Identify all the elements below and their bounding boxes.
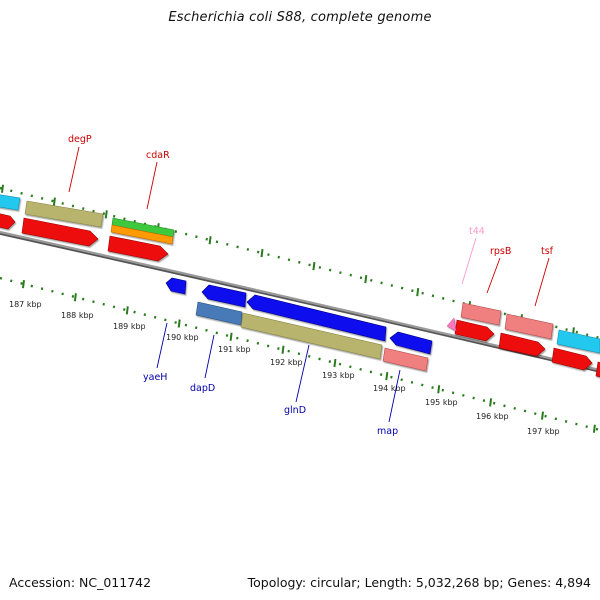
gene-label-map[interactable]: map bbox=[377, 426, 398, 437]
gene-label-yaeh[interactable]: yaeH bbox=[143, 372, 167, 383]
forward-gene-labels: degP cdaR t44 rpsB tsf bbox=[68, 134, 554, 307]
gene-label-dapd[interactable]: dapD bbox=[190, 383, 215, 394]
gene-feature[interactable] bbox=[24, 200, 104, 228]
label-leader-line bbox=[146, 161, 158, 210]
gene-feature[interactable] bbox=[195, 301, 243, 326]
label-leader-line bbox=[156, 322, 168, 369]
gene-feature[interactable] bbox=[0, 194, 21, 211]
major-tick bbox=[177, 319, 181, 328]
inner-major-ticks bbox=[22, 279, 596, 433]
gene-feature[interactable] bbox=[389, 331, 433, 355]
gene-feature[interactable] bbox=[595, 361, 600, 378]
forward-strand-features bbox=[0, 194, 600, 378]
label-leader-line bbox=[68, 146, 80, 193]
trna-feature[interactable] bbox=[446, 317, 457, 332]
gene-feature[interactable] bbox=[107, 235, 169, 262]
tick-label: 194 kbp bbox=[373, 384, 406, 393]
tick-label: 191 kbp bbox=[218, 345, 251, 354]
tick-label: 197 kbp bbox=[527, 427, 560, 436]
label-leader-line bbox=[486, 257, 501, 294]
label-leader-line bbox=[534, 257, 550, 307]
gene-label-t44[interactable]: t44 bbox=[469, 226, 485, 237]
gene-feature[interactable] bbox=[201, 284, 247, 308]
gene-feature[interactable] bbox=[240, 312, 383, 360]
major-tick bbox=[592, 424, 596, 433]
tick-label: 193 kbp bbox=[322, 371, 355, 380]
major-tick bbox=[541, 411, 544, 420]
tick-label: 188 kbp bbox=[61, 311, 94, 320]
major-tick bbox=[104, 210, 108, 219]
major-tick bbox=[229, 332, 233, 341]
major-tick bbox=[385, 371, 389, 381]
major-tick bbox=[437, 385, 441, 394]
gene-feature[interactable] bbox=[454, 319, 495, 342]
label-leader-line bbox=[388, 369, 401, 423]
gene-feature[interactable] bbox=[0, 212, 16, 230]
gene-feature[interactable] bbox=[504, 313, 554, 340]
tick-label: 189 kbp bbox=[113, 322, 146, 331]
label-leader-line bbox=[461, 237, 477, 285]
gene-label-glnd[interactable]: glnD bbox=[284, 405, 306, 416]
gene-feature[interactable] bbox=[551, 347, 593, 371]
gene-feature[interactable] bbox=[498, 332, 546, 357]
major-tick bbox=[73, 293, 77, 302]
tick-label: 190 kbp bbox=[166, 333, 199, 342]
accession-text: Accession: NC_011742 bbox=[9, 575, 152, 590]
tick-label: 192 kbp bbox=[270, 358, 303, 367]
kbp-tick-labels: 187 kbp 188 kbp 189 kbp 190 kbp 191 kbp … bbox=[9, 300, 560, 436]
tick-label: 196 kbp bbox=[476, 412, 509, 421]
major-tick bbox=[364, 274, 368, 284]
gene-label-tsf[interactable]: tsf bbox=[541, 246, 554, 257]
major-tick bbox=[489, 398, 493, 407]
major-tick bbox=[281, 345, 285, 354]
genome-summary-text: Topology: circular; Length: 5,032,268 bp… bbox=[247, 575, 591, 590]
major-tick bbox=[416, 287, 420, 297]
gene-label-cdar[interactable]: cdaR bbox=[146, 150, 170, 161]
major-tick bbox=[52, 197, 56, 206]
gene-feature[interactable] bbox=[382, 347, 429, 372]
tick-label: 195 kbp bbox=[425, 398, 458, 407]
major-tick bbox=[125, 306, 129, 315]
major-tick bbox=[312, 261, 316, 271]
tick-label: 187 kbp bbox=[9, 300, 42, 309]
major-tick bbox=[260, 248, 264, 258]
gene-feature[interactable] bbox=[246, 294, 387, 342]
gene-feature[interactable] bbox=[165, 277, 187, 295]
label-leader-line bbox=[204, 334, 215, 379]
gene-feature[interactable] bbox=[21, 217, 99, 247]
reverse-strand-features bbox=[165, 277, 433, 372]
gene-feature[interactable] bbox=[556, 329, 600, 354]
label-leader-line bbox=[295, 344, 310, 403]
inner-tick-ring bbox=[0, 276, 600, 432]
gene-label-degp[interactable]: degP bbox=[68, 134, 92, 145]
major-tick bbox=[208, 236, 212, 245]
major-tick bbox=[1, 184, 4, 193]
map-title: Escherichia coli S88, complete genome bbox=[168, 10, 432, 25]
gene-label-rpsb[interactable]: rpsB bbox=[490, 246, 511, 257]
gene-feature[interactable] bbox=[110, 224, 174, 245]
gene-feature[interactable] bbox=[460, 302, 502, 326]
major-tick bbox=[333, 358, 337, 368]
reverse-gene-labels: yaeH dapD glnD map bbox=[143, 322, 401, 437]
major-tick bbox=[22, 279, 25, 289]
